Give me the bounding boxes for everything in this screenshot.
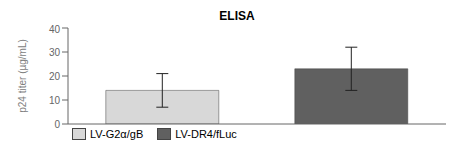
html-text:LV-G2α/gB: LV-G2α/gB — [90, 128, 144, 140]
html-text:LV-DR4/fLuc: LV-DR4/fLuc — [175, 128, 237, 140]
svg-text:40: 40 — [49, 24, 61, 35]
svg-text:0: 0 — [54, 119, 60, 130]
html-text:ELISA: ELISA — [219, 9, 255, 23]
svg-text:20: 20 — [49, 71, 61, 82]
svg-text:30: 30 — [49, 47, 61, 58]
svg-text:p24 titer (µg/mL): p24 titer (µg/mL) — [17, 39, 28, 113]
svg-text:10: 10 — [49, 95, 61, 106]
